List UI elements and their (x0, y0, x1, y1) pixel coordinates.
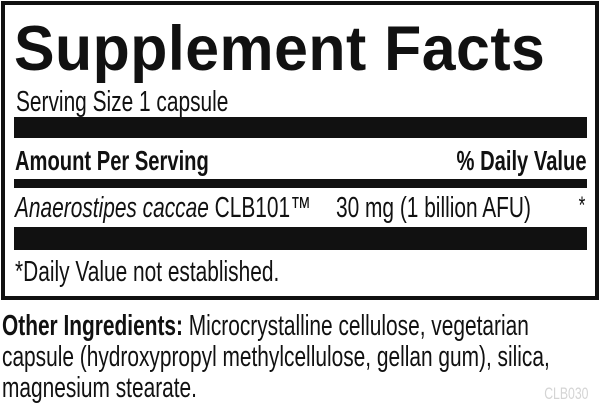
supplement-facts-panel (1, 1, 599, 300)
other-ingredients-text: Microcrystalline cellulose, vegetarian (188, 310, 529, 342)
other-ingredients-line-2: capsule (hydroxypropyl methylcellulose, … (2, 341, 550, 373)
ingredient-strain: CLB101™ (214, 192, 311, 224)
thick-divider (14, 227, 587, 250)
amount-per-serving-header: Amount Per Serving (15, 145, 209, 176)
footnote: *Daily Value not established. (15, 256, 280, 288)
thick-divider (14, 117, 587, 138)
panel-title: Supplement Facts (14, 14, 546, 84)
product-code: CLB030 (543, 384, 588, 403)
serving-size: Serving Size 1 capsule (16, 86, 229, 118)
ingredient-daily-value: * (578, 192, 585, 219)
daily-value-header: % Daily Value (457, 145, 587, 176)
other-ingredients-line-3: magnesium stearate. (2, 372, 197, 404)
ingredient-name: Anaerostipes caccae CLB101™ (15, 194, 311, 223)
ingredient-amount: 30 mg (1 billion AFU) (336, 192, 531, 224)
medium-divider (14, 179, 587, 188)
ingredient-species: Anaerostipes caccae (15, 192, 209, 224)
other-ingredients-line-1: Other Ingredients: Microcrystalline cell… (2, 312, 529, 341)
other-ingredients-label: Other Ingredients: (2, 310, 183, 342)
